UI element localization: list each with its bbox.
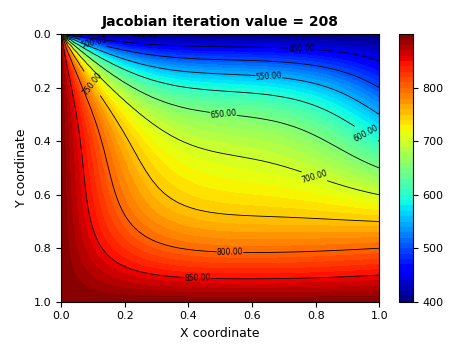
- Text: 800.00: 800.00: [217, 247, 243, 257]
- Text: 550.00: 550.00: [255, 71, 283, 82]
- Text: 400.00: 400.00: [132, 30, 159, 39]
- X-axis label: X coordinate: X coordinate: [181, 327, 260, 340]
- Text: 600.00: 600.00: [353, 123, 380, 144]
- Text: 850.00: 850.00: [184, 273, 211, 283]
- Y-axis label: Y coordinate: Y coordinate: [15, 129, 28, 207]
- Text: 500.00: 500.00: [80, 36, 108, 50]
- Text: 450.00: 450.00: [288, 44, 315, 54]
- Text: 700.00: 700.00: [301, 168, 328, 185]
- Text: 650.00: 650.00: [210, 108, 237, 120]
- Title: Jacobian iteration value = 208: Jacobian iteration value = 208: [102, 15, 339, 29]
- Text: 750.00: 750.00: [81, 70, 104, 97]
